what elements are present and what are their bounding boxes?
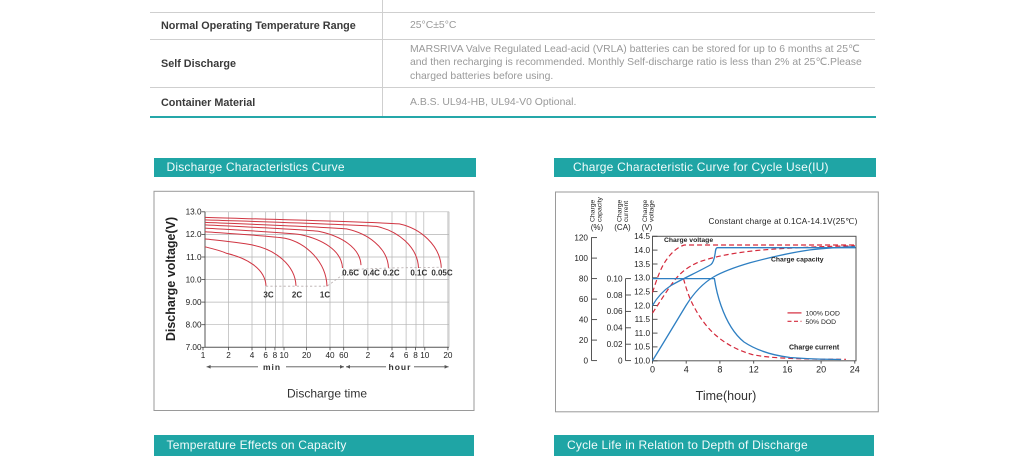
svg-text:voltage: voltage <box>649 200 656 222</box>
svg-text:0: 0 <box>583 356 588 365</box>
svg-text:0.04: 0.04 <box>607 324 623 333</box>
svg-text:2: 2 <box>226 351 231 360</box>
svg-text:13.0: 13.0 <box>186 208 202 217</box>
svg-text:40: 40 <box>579 315 589 324</box>
svg-text:0: 0 <box>618 356 623 365</box>
svg-text:100% DOD: 100% DOD <box>806 310 840 317</box>
svg-text:10.5: 10.5 <box>634 343 650 352</box>
svg-text:0.08: 0.08 <box>607 291 623 300</box>
svg-text:6: 6 <box>263 351 268 360</box>
svg-text:8: 8 <box>717 365 722 375</box>
svg-text:1: 1 <box>201 351 206 360</box>
svg-text:10.0: 10.0 <box>634 357 650 366</box>
svg-text:0.05C: 0.05C <box>431 269 453 278</box>
svg-text:Time(hour): Time(hour) <box>696 389 757 403</box>
svg-text:3C: 3C <box>263 291 273 300</box>
svg-text:Charge voltage: Charge voltage <box>664 237 713 244</box>
svg-text:Discharge time: Discharge time <box>287 387 367 401</box>
svg-text:20: 20 <box>302 351 312 360</box>
svg-text:hour: hour <box>389 362 412 372</box>
svg-text:13.0: 13.0 <box>634 274 650 283</box>
svg-text:80: 80 <box>579 274 589 283</box>
svg-text:60: 60 <box>339 351 349 360</box>
svg-text:0: 0 <box>650 365 655 375</box>
svg-text:100: 100 <box>574 254 588 263</box>
svg-text:Discharge voltage(V): Discharge voltage(V) <box>164 217 178 341</box>
svg-text:Charge: Charge <box>617 199 624 222</box>
svg-text:14.5: 14.5 <box>634 232 650 241</box>
svg-text:10: 10 <box>279 351 289 360</box>
svg-text:120: 120 <box>574 233 588 242</box>
svg-text:2: 2 <box>366 351 371 360</box>
svg-text:20: 20 <box>443 351 453 360</box>
svg-text:4: 4 <box>250 351 255 360</box>
svg-text:Charge: Charge <box>590 199 597 222</box>
svg-text:0.2C: 0.2C <box>383 269 400 278</box>
svg-text:20: 20 <box>579 336 589 345</box>
svg-text:12.0: 12.0 <box>634 301 650 310</box>
svg-text:9.00: 9.00 <box>186 298 202 307</box>
svg-text:6: 6 <box>404 351 409 360</box>
svg-text:40: 40 <box>325 351 335 360</box>
svg-text:0.6C: 0.6C <box>342 269 359 278</box>
svg-text:10.0: 10.0 <box>186 275 202 284</box>
svg-text:12.0: 12.0 <box>186 230 202 239</box>
svg-text:60: 60 <box>579 295 589 304</box>
svg-text:50% DOD: 50% DOD <box>806 319 837 326</box>
svg-text:0.10: 0.10 <box>607 274 623 283</box>
svg-text:(V): (V) <box>642 223 653 232</box>
svg-text:0.06: 0.06 <box>607 307 623 316</box>
svg-text:0.02: 0.02 <box>607 340 623 349</box>
svg-text:8: 8 <box>273 351 278 360</box>
svg-text:min: min <box>263 362 281 372</box>
svg-text:11.0: 11.0 <box>186 253 202 262</box>
svg-text:Charge capacity: Charge capacity <box>771 257 824 264</box>
svg-text:12: 12 <box>749 365 759 375</box>
svg-text:8.00: 8.00 <box>186 321 202 330</box>
svg-text:0.4C: 0.4C <box>363 269 380 278</box>
svg-text:11.5: 11.5 <box>635 315 651 324</box>
svg-text:10: 10 <box>420 351 430 360</box>
svg-text:1C: 1C <box>320 291 330 300</box>
svg-text:14.0: 14.0 <box>634 246 650 255</box>
svg-text:current: current <box>623 201 630 222</box>
svg-text:16: 16 <box>782 365 792 375</box>
svg-text:Charge: Charge <box>642 199 649 222</box>
svg-text:(%): (%) <box>591 223 604 232</box>
svg-text:13.5: 13.5 <box>634 260 650 269</box>
svg-text:(CA): (CA) <box>614 223 631 232</box>
svg-text:12.5: 12.5 <box>634 287 650 296</box>
svg-text:4: 4 <box>390 351 395 360</box>
svg-text:2C: 2C <box>292 291 302 300</box>
svg-text:7.00: 7.00 <box>186 343 202 352</box>
svg-text:Charge current: Charge current <box>789 345 840 352</box>
svg-text:capacity: capacity <box>597 196 604 222</box>
svg-text:11.0: 11.0 <box>635 329 651 338</box>
svg-text:8: 8 <box>413 351 418 360</box>
svg-text:4: 4 <box>684 365 689 375</box>
svg-text:20: 20 <box>816 365 826 375</box>
svg-text:Constant charge at 0.1CA-14.1V: Constant charge at 0.1CA-14.1V(25℃) <box>708 217 857 226</box>
svg-text:0.1C: 0.1C <box>410 269 427 278</box>
svg-text:24: 24 <box>850 365 860 375</box>
